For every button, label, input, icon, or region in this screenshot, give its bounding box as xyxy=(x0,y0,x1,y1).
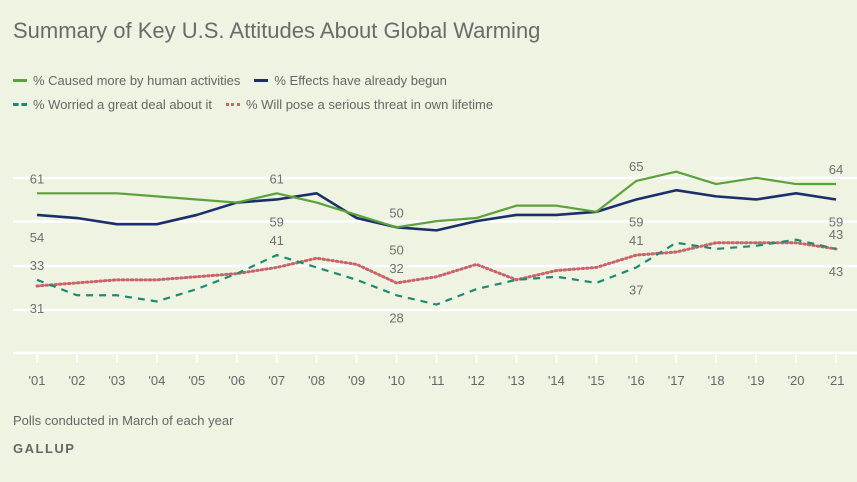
data-label: 41 xyxy=(269,233,283,248)
data-label: 64 xyxy=(829,162,843,177)
data-label: 43 xyxy=(829,227,843,242)
x-tick-label: '17 xyxy=(668,373,685,388)
x-tick-label: '13 xyxy=(508,373,525,388)
legend-label: % Effects have already begun xyxy=(274,73,447,88)
x-tick-label: '20 xyxy=(788,373,805,388)
dashed-teal-line-icon xyxy=(13,103,27,106)
data-label: 31 xyxy=(30,301,44,316)
gallup-logo: GALLUP xyxy=(13,441,76,456)
series-line-3 xyxy=(35,241,838,288)
dotted-red-line-icon xyxy=(225,103,240,106)
series-line-1 xyxy=(36,188,837,232)
data-label: 59 xyxy=(269,214,283,229)
data-label: 61 xyxy=(30,171,44,186)
x-tick-label: '05 xyxy=(188,373,205,388)
x-tick-label: '11 xyxy=(429,373,445,388)
x-tick-label: '19 xyxy=(748,373,765,388)
data-label: 33 xyxy=(30,258,44,273)
data-label: 43 xyxy=(829,264,843,279)
x-tick-label: '15 xyxy=(588,373,605,388)
x-tick-label: '14 xyxy=(548,373,565,388)
footnote: Polls conducted in March of each year xyxy=(13,413,234,428)
legend-row-2: % Worried a great deal about it % Will p… xyxy=(13,97,493,112)
series-line-0 xyxy=(37,170,836,229)
x-tick-label: '08 xyxy=(308,373,325,388)
data-label: 59 xyxy=(829,214,843,229)
data-label: 50 xyxy=(389,205,403,220)
data-label: 41 xyxy=(629,233,643,248)
legend-item-human-activities: % Caused more by human activities xyxy=(13,73,240,88)
x-tick-label: '10 xyxy=(388,373,405,388)
x-tick-label: '21 xyxy=(828,373,845,388)
x-tick-label: '18 xyxy=(708,373,725,388)
legend-item-serious-threat: % Will pose a serious threat in own life… xyxy=(225,97,494,112)
solid-navy-line-icon xyxy=(254,79,269,82)
x-tick-label: '12 xyxy=(468,373,485,388)
legend-label: % Worried a great deal about it xyxy=(33,97,212,112)
legend-label: % Will pose a serious threat in own life… xyxy=(245,97,494,112)
data-label: 32 xyxy=(389,261,403,276)
data-label: 50 xyxy=(389,242,403,257)
x-tick-label: '03 xyxy=(108,373,125,388)
legend-item-effects-begun: % Effects have already begun xyxy=(254,73,447,88)
data-label: 28 xyxy=(389,310,403,325)
legend-label: % Caused more by human activities xyxy=(33,73,241,88)
x-tick-label: '04 xyxy=(148,373,165,388)
legend-item-worried: % Worried a great deal about it xyxy=(13,97,212,112)
data-label: 59 xyxy=(629,214,643,229)
data-label: 61 xyxy=(269,171,283,186)
x-tick-label: '16 xyxy=(628,373,645,388)
data-label: 54 xyxy=(30,230,44,245)
x-tick-label: '01 xyxy=(29,373,46,388)
x-tick-label: '07 xyxy=(268,373,285,388)
solid-green-line-icon xyxy=(13,79,27,82)
chart-title: Summary of Key U.S. Attitudes About Glob… xyxy=(13,18,541,43)
data-label: 37 xyxy=(629,282,643,297)
series-line-2 xyxy=(36,238,837,306)
data-label: 65 xyxy=(629,159,643,174)
x-tick-label: '02 xyxy=(68,373,85,388)
legend-row-1: % Caused more by human activities % Effe… xyxy=(13,73,447,88)
x-tick-label: '06 xyxy=(228,373,245,388)
x-tick-label: '09 xyxy=(348,373,365,388)
